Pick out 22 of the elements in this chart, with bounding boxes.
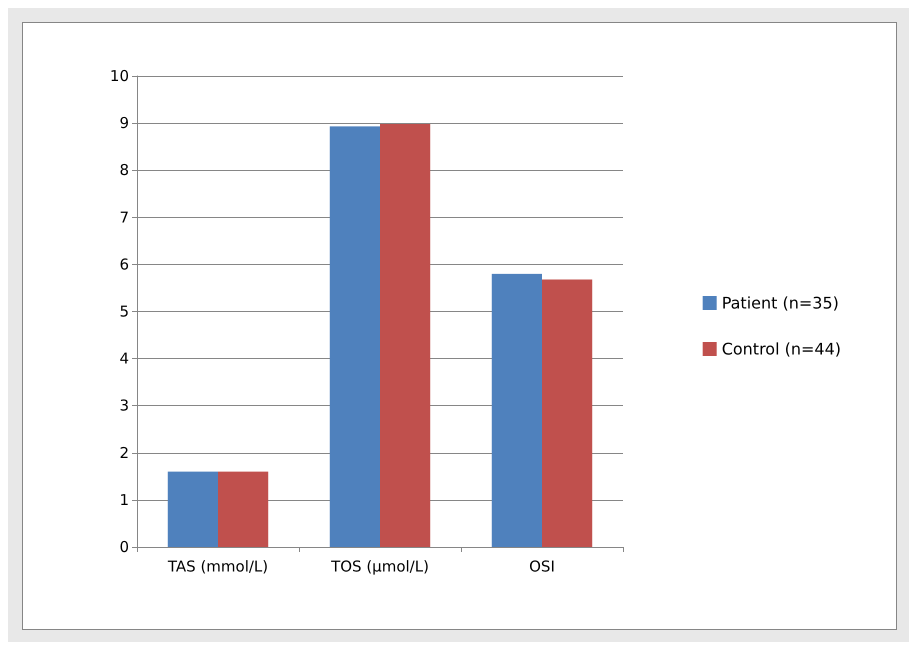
y-tick-label: 5 <box>119 302 129 320</box>
bar <box>380 124 430 547</box>
bar <box>330 126 380 547</box>
legend-label: Patient (n=35) <box>722 294 839 312</box>
y-tick-label: 6 <box>119 255 129 274</box>
x-tick-label: TOS (µmol/L) <box>330 558 429 576</box>
y-tick-label: 9 <box>119 114 129 132</box>
y-tick-label: 8 <box>119 161 129 180</box>
bar <box>168 472 218 547</box>
y-tick-label: 7 <box>119 208 129 226</box>
y-tick-label: 0 <box>119 538 129 556</box>
y-tick-label: 3 <box>119 396 129 415</box>
y-tick-label: 4 <box>119 350 129 368</box>
bar <box>542 279 592 547</box>
bar <box>218 472 268 547</box>
y-tick-label: 10 <box>110 67 129 85</box>
legend-label: Control (n=44) <box>722 340 841 358</box>
y-tick-label: 1 <box>119 490 129 509</box>
x-tick-label: OSI <box>529 558 555 576</box>
bar <box>492 274 542 547</box>
x-tick-label: TAS (mmol/L) <box>166 558 268 576</box>
y-tick-label: 2 <box>119 444 129 462</box>
